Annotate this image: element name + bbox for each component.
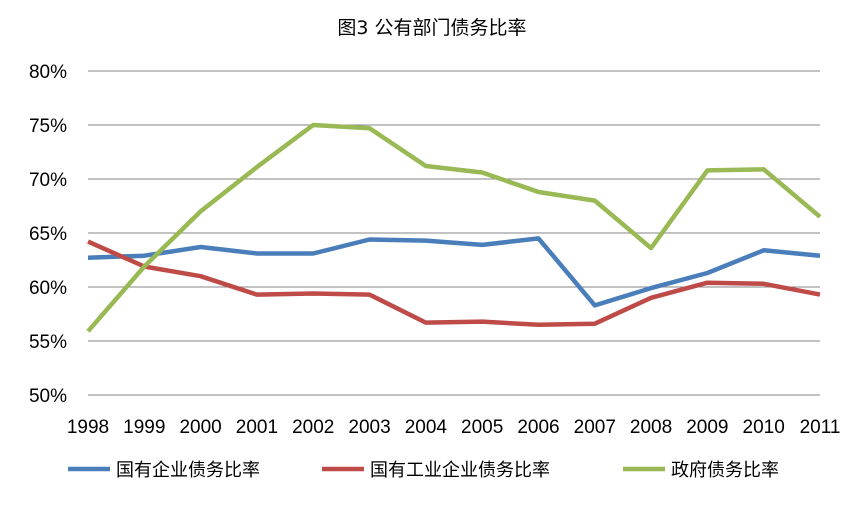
series-line-2 bbox=[87, 239, 821, 328]
x-tick-label: 2009 bbox=[686, 417, 728, 438]
series-line-3 bbox=[86, 122, 822, 333]
legend: 国有企业债务比率 国有工业企业债务比率 政府债务比率 bbox=[68, 460, 779, 481]
series-line-1 bbox=[87, 236, 821, 308]
y-axis-tick-labels: 50% 55% 60% 65% 70% 75% 80% bbox=[29, 62, 67, 407]
x-tick-label: 2007 bbox=[574, 417, 616, 438]
legend-label: 国有工业企业债务比率 bbox=[370, 460, 550, 481]
x-tick-label: 2010 bbox=[743, 417, 785, 438]
y-tick-label: 80% bbox=[29, 62, 67, 83]
y-tick-label: 65% bbox=[29, 224, 67, 245]
y-tick-label: 60% bbox=[29, 278, 67, 299]
y-tick-label: 75% bbox=[29, 116, 67, 137]
x-tick-label: 2002 bbox=[292, 417, 334, 438]
chart-title: 图3 公有部门债务比率 bbox=[337, 17, 526, 39]
legend-label: 国有企业债务比率 bbox=[116, 460, 260, 481]
legend-label: 政府债务比率 bbox=[671, 460, 779, 481]
x-tick-label: 2008 bbox=[630, 417, 672, 438]
gridlines bbox=[88, 70, 820, 396]
x-tick-label: 2005 bbox=[461, 417, 503, 438]
x-tick-label: 2000 bbox=[179, 417, 221, 438]
x-tick-label: 2011 bbox=[800, 417, 841, 438]
x-tick-label: 2004 bbox=[405, 417, 448, 438]
series-lines bbox=[86, 122, 822, 333]
y-tick-label: 55% bbox=[29, 332, 67, 353]
x-tick-label: 2003 bbox=[348, 417, 390, 438]
x-tick-label: 1998 bbox=[67, 417, 109, 438]
y-tick-label: 50% bbox=[29, 386, 67, 407]
x-axis-tick-labels: 1998 1999 2000 2001 2002 2003 2004 2005 2006 2007… bbox=[67, 417, 841, 438]
x-tick-label: 2001 bbox=[236, 417, 278, 438]
x-tick-label: 2006 bbox=[517, 417, 559, 438]
x-tick-label: 1999 bbox=[123, 417, 165, 438]
y-tick-label: 70% bbox=[29, 170, 67, 191]
